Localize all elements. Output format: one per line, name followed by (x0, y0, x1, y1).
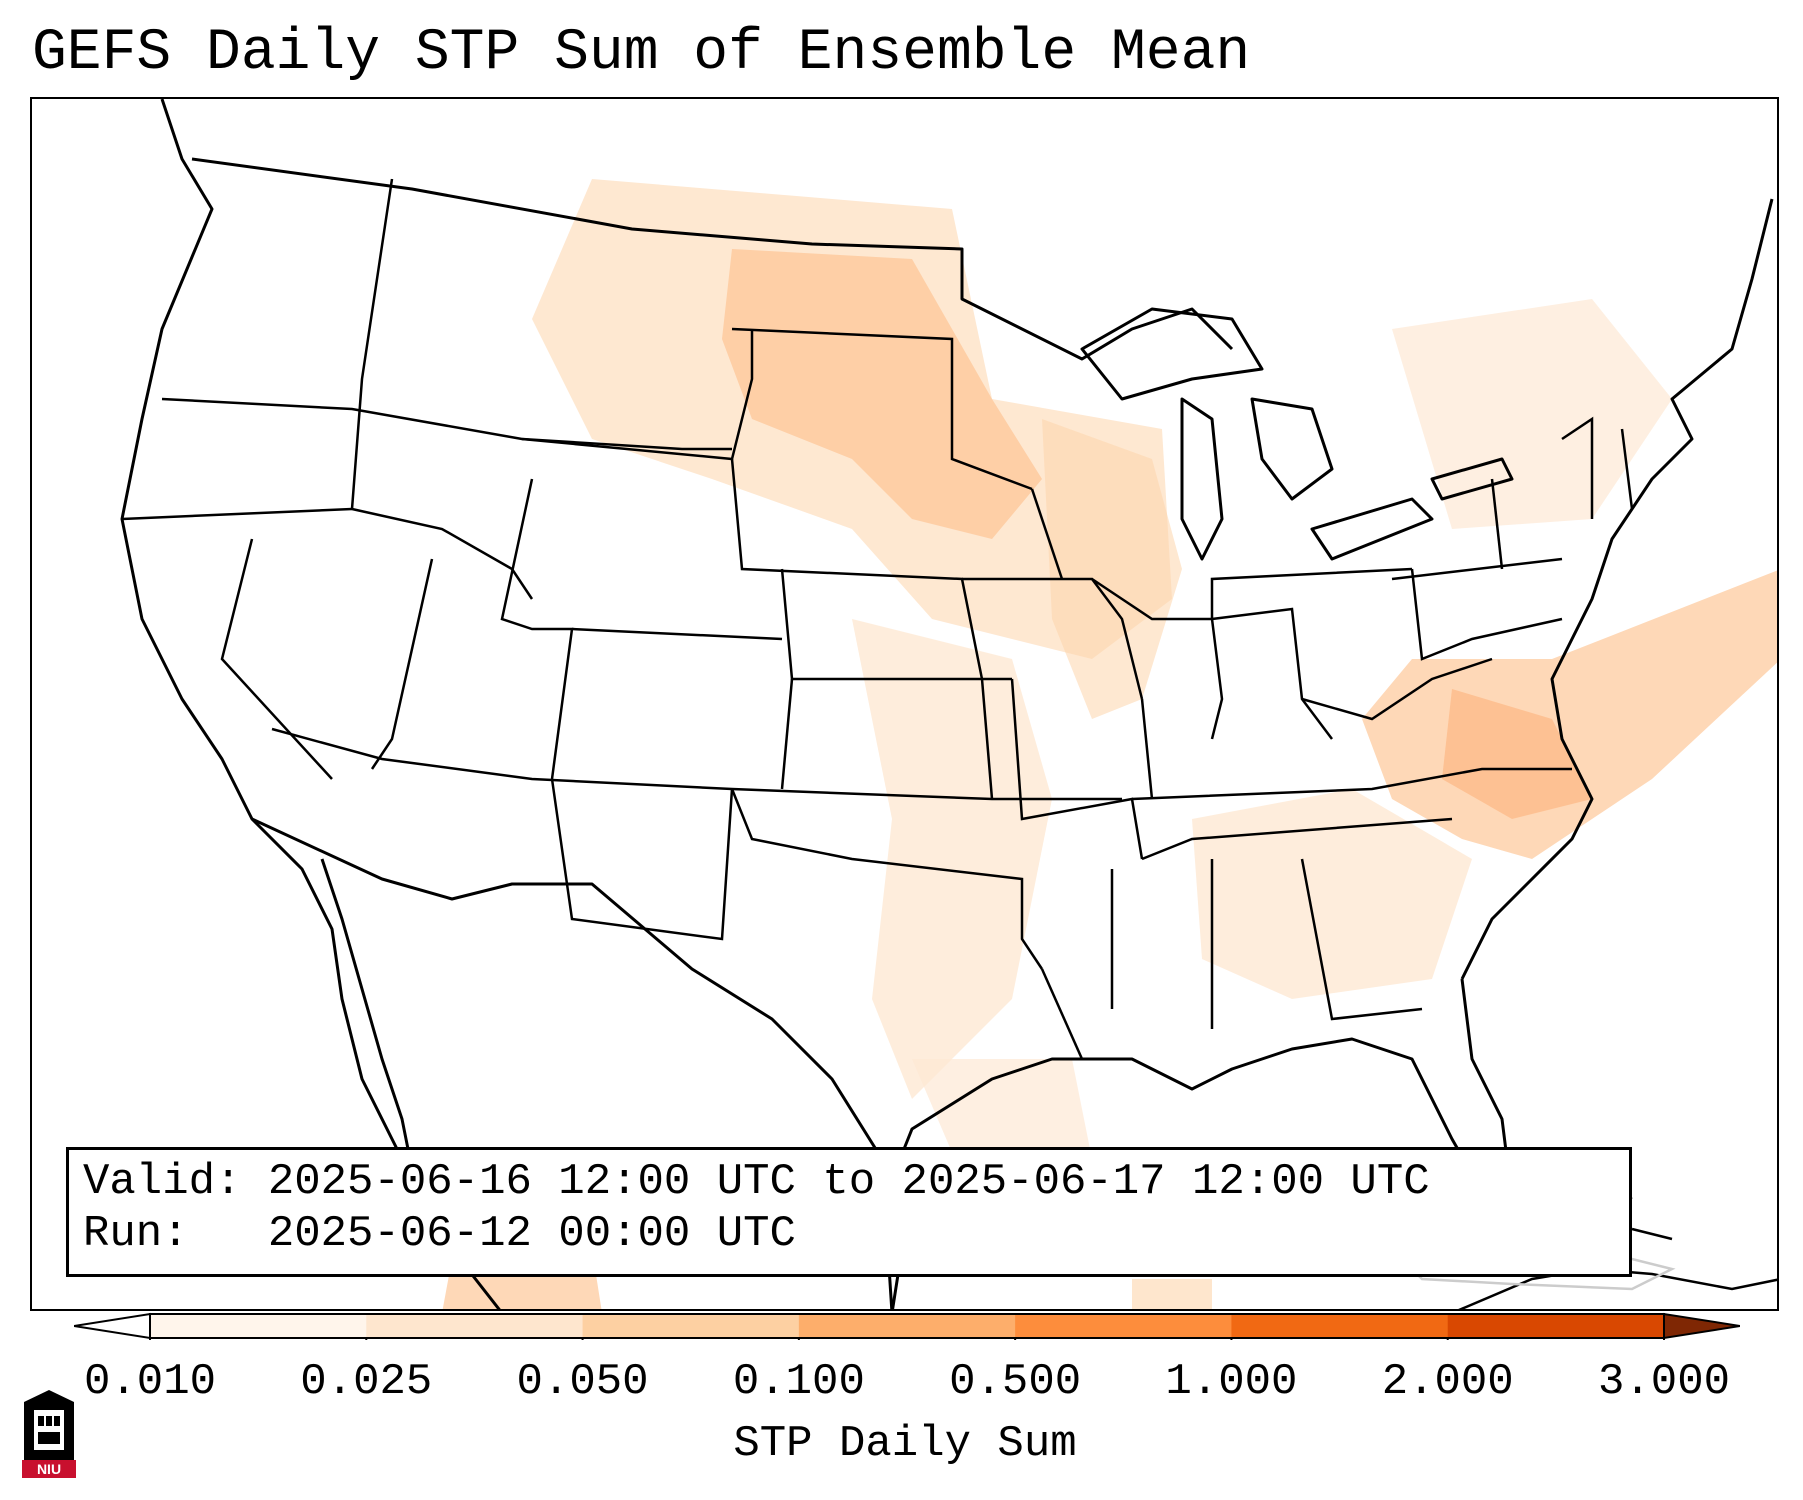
east-coast (1460, 198, 1774, 980)
shading-virginia-core (1442, 689, 1592, 819)
great-lakes-huron (1250, 397, 1334, 501)
run-label: Run: (83, 1209, 189, 1259)
west-coast (120, 99, 501, 1309)
map-panel (30, 97, 1779, 1311)
colorbar-segment (1231, 1314, 1449, 1338)
colorbar-segment (582, 1314, 800, 1338)
shading-upper-midwest (1042, 419, 1182, 719)
colorbar-tick-label: 0.500 (949, 1357, 1082, 1407)
svg-text:NIU: NIU (37, 1461, 61, 1477)
niu-logo: NIU (22, 1390, 76, 1478)
great-lakes-ontario (1430, 457, 1514, 501)
colorbar-tick-label: 0.025 (300, 1357, 433, 1407)
colorbar-segment (1447, 1314, 1665, 1338)
map-canvas (120, 99, 1777, 1309)
valid-label: Valid: (83, 1157, 242, 1207)
colorbar-segment (150, 1314, 367, 1338)
valid-run-info-box: Valid: 2025-06-16 12:00 UTC to 2025-06-1… (66, 1147, 1632, 1277)
shading-plains-south (852, 619, 1052, 1099)
canada-border (191, 157, 1234, 361)
mexico-border (251, 817, 894, 1309)
colorbar-tick-label: 2.000 (1381, 1357, 1514, 1407)
colorbar-tick-label: 3.000 (1597, 1357, 1731, 1407)
colorbar-segment (798, 1314, 1016, 1338)
great-lakes-michigan (1180, 397, 1224, 561)
colorbar-arrow-left (74, 1312, 151, 1340)
shading-northern-plains (532, 179, 1172, 659)
colorbar-arrow-right (1663, 1312, 1740, 1340)
colorbar-tick-label: 0.050 (516, 1357, 649, 1407)
stp-shading (442, 179, 1777, 1309)
run-value: 2025-06-12 00:00 UTC (267, 1209, 796, 1259)
colorbar-segment (1015, 1314, 1232, 1338)
great-lakes-superior (1080, 307, 1264, 401)
shading-caribbean (1132, 1279, 1212, 1309)
shading-dakotas-core (722, 249, 1042, 539)
state-borders (121, 178, 1634, 1060)
colorbar-segments (149, 1314, 1665, 1340)
shading-mid-atlantic (1362, 570, 1777, 859)
colorbar-outline (149, 1313, 1665, 1339)
colorbar (74, 1312, 1740, 1340)
colorbar-axis-label: STP Daily Sum (733, 1419, 1077, 1469)
colorbar-tick-label: 0.010 (83, 1357, 217, 1407)
colorbar-tick-label: 0.100 (732, 1357, 865, 1407)
colorbar-segment (366, 1314, 584, 1338)
colorbar-tick-label: 1.000 (1165, 1357, 1298, 1407)
map-title: GEFS Daily STP Sum of Ensemble Mean (32, 21, 1251, 86)
baja-peninsula (320, 858, 414, 1170)
great-lakes-erie (1310, 497, 1434, 561)
valid-value: 2025-06-16 12:00 UTC to 2025-06-17 12:00… (267, 1157, 1430, 1207)
shading-southeast (1192, 789, 1472, 999)
